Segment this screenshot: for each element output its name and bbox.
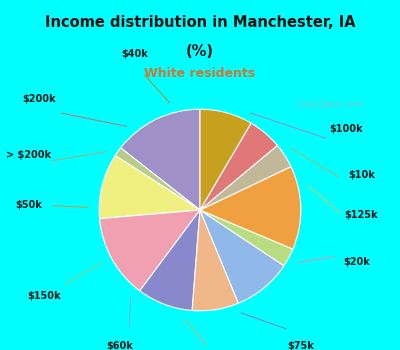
Wedge shape bbox=[200, 167, 301, 249]
Text: $200k: $200k bbox=[22, 94, 56, 104]
Text: $150k: $150k bbox=[27, 291, 60, 301]
Text: $75k: $75k bbox=[287, 341, 314, 350]
Wedge shape bbox=[200, 210, 284, 303]
Wedge shape bbox=[140, 210, 200, 310]
Text: $60k: $60k bbox=[106, 341, 133, 350]
Text: $50k: $50k bbox=[15, 200, 42, 210]
Text: > $200k: > $200k bbox=[6, 149, 51, 160]
Wedge shape bbox=[121, 109, 200, 210]
Wedge shape bbox=[200, 109, 251, 210]
Text: $20k: $20k bbox=[343, 257, 370, 267]
Text: (%): (%) bbox=[186, 44, 214, 59]
Wedge shape bbox=[200, 123, 277, 210]
Text: White residents: White residents bbox=[144, 67, 256, 80]
Wedge shape bbox=[200, 145, 291, 210]
Text: City-Data.com: City-Data.com bbox=[292, 100, 362, 109]
Text: $40k: $40k bbox=[121, 49, 148, 59]
Wedge shape bbox=[99, 155, 200, 219]
Text: Income distribution in Manchester, IA: Income distribution in Manchester, IA bbox=[45, 15, 355, 30]
Text: $125k: $125k bbox=[344, 210, 378, 220]
Wedge shape bbox=[192, 210, 238, 311]
Text: $10k: $10k bbox=[348, 170, 375, 180]
Wedge shape bbox=[115, 148, 200, 210]
Text: $100k: $100k bbox=[329, 124, 363, 134]
Wedge shape bbox=[100, 210, 200, 291]
Wedge shape bbox=[200, 210, 293, 266]
